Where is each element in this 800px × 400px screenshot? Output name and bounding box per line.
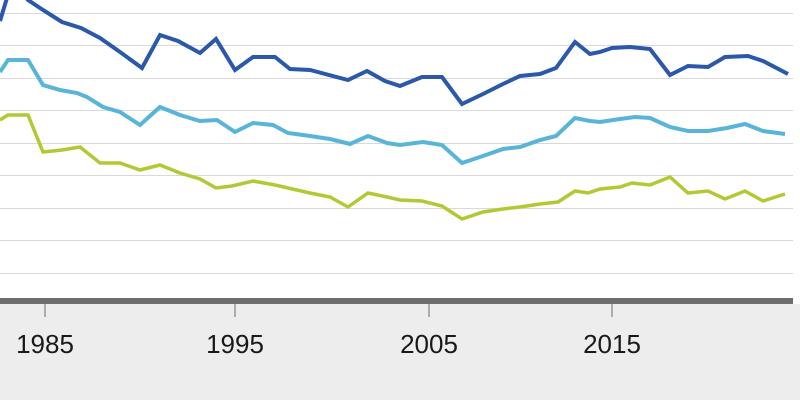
x-axis-tick-1985 xyxy=(44,304,46,317)
footer-strip: 1985 1995 2005 2015 xyxy=(0,304,800,400)
line-series-light-blue xyxy=(0,58,786,166)
x-axis-label-2005: 2005 xyxy=(400,329,458,359)
x-axis-tick-2005 xyxy=(428,304,430,317)
x-axis-tick-1995 xyxy=(234,304,236,317)
x-axis-label-2015: 2015 xyxy=(583,329,641,359)
x-axis-bar xyxy=(0,298,793,304)
x-axis-tick-2015 xyxy=(611,304,613,317)
line-series-green xyxy=(0,113,786,221)
x-axis-label-1985: 1985 xyxy=(16,329,74,359)
plot-area xyxy=(0,0,793,274)
line-series-dark-blue xyxy=(0,0,789,107)
x-axis-label-1995: 1995 xyxy=(206,329,264,359)
